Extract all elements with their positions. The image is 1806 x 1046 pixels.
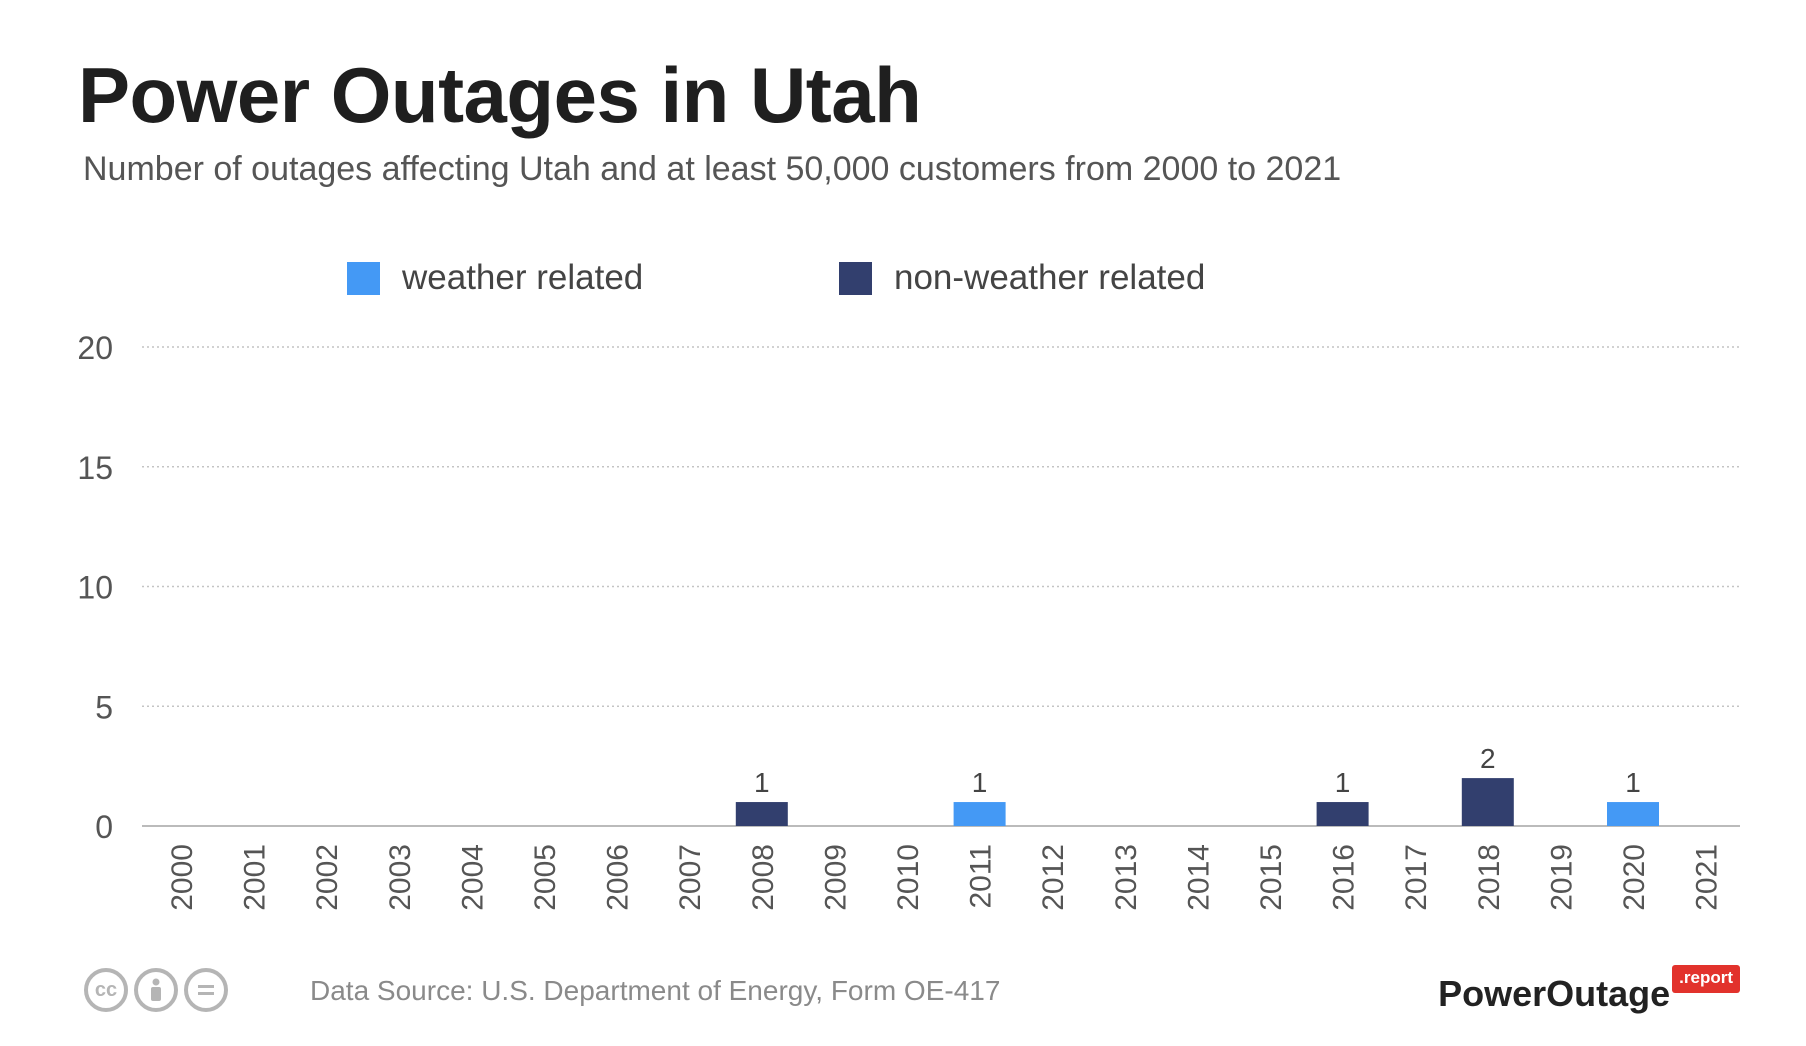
x-tick-label: 2008 — [747, 844, 780, 911]
x-tick-label: 2007 — [674, 844, 707, 911]
y-tick-label: 15 — [77, 450, 113, 486]
x-tick-label: 2012 — [1037, 844, 1070, 911]
x-tick-label: 2021 — [1691, 844, 1724, 911]
data-label: 1 — [1625, 767, 1641, 798]
legend-label-non-weather: non-weather related — [894, 258, 1206, 297]
x-tick-label: 2020 — [1618, 844, 1651, 911]
x-tick-label: 2002 — [311, 844, 344, 911]
data-source: Data Source: U.S. Department of Energy, … — [310, 975, 1001, 1006]
bar-non-weather-related — [735, 802, 788, 826]
x-tick-label: 2010 — [892, 844, 925, 911]
x-tick-label: 2006 — [602, 844, 635, 911]
license-icons: cc — [84, 968, 228, 1012]
x-tick-label: 2009 — [819, 844, 852, 911]
x-tick-label: 2016 — [1328, 844, 1361, 911]
x-tick-label: 2003 — [384, 844, 417, 911]
no-derivatives-icon — [184, 968, 228, 1012]
chart-subtitle: Number of outages affecting Utah and at … — [83, 150, 1342, 188]
data-label: 1 — [754, 767, 770, 798]
bar-weather-related — [1607, 802, 1659, 826]
cc-icon: cc — [84, 968, 128, 1012]
brand-logo[interactable]: PowerOutage .report — [1438, 965, 1740, 1015]
x-tick-label: 2014 — [1182, 844, 1215, 911]
legend-swatch-non-weather — [839, 261, 872, 295]
bar-weather-related — [953, 802, 1006, 826]
x-tick-label: 2004 — [456, 844, 489, 911]
brand-name: PowerOutage — [1438, 973, 1671, 1014]
x-tick-label: 2005 — [529, 844, 562, 911]
bar-non-weather-related — [1461, 778, 1514, 826]
chart-legend: weather related non-weather related — [0, 258, 1806, 298]
data-label: 2 — [1480, 743, 1496, 774]
x-tick-label: 2017 — [1400, 844, 1433, 911]
legend-swatch-weather — [347, 261, 380, 295]
legend-label-weather: weather related — [402, 258, 644, 297]
x-tick-label: 2000 — [166, 844, 199, 911]
y-tick-label: 0 — [95, 809, 113, 845]
legend-item-non-weather: non-weather related — [839, 258, 1205, 298]
attribution-icon — [134, 968, 178, 1012]
data-label: 1 — [1335, 767, 1351, 798]
chart-title: Power Outages in Utah — [78, 51, 922, 139]
x-tick-label: 2011 — [965, 844, 998, 909]
legend-item-weather: weather related — [347, 258, 643, 298]
x-tick-label: 2015 — [1255, 844, 1288, 911]
y-tick-label: 20 — [77, 330, 113, 366]
data-label: 1 — [972, 767, 988, 798]
x-tick-label: 2019 — [1545, 844, 1578, 911]
bar-non-weather-related — [1316, 802, 1369, 826]
y-tick-label: 10 — [77, 570, 113, 606]
y-tick-label: 5 — [95, 689, 113, 725]
x-tick-label: 2018 — [1473, 844, 1506, 911]
x-tick-label: 2001 — [239, 844, 272, 911]
bar-chart: 0 5 10 15 20 2000 2001 2002 2003 2004 2005 2006 2007… — [77, 330, 1740, 911]
brand-tag: .report — [1672, 965, 1740, 993]
x-tick-label: 2013 — [1110, 844, 1143, 911]
